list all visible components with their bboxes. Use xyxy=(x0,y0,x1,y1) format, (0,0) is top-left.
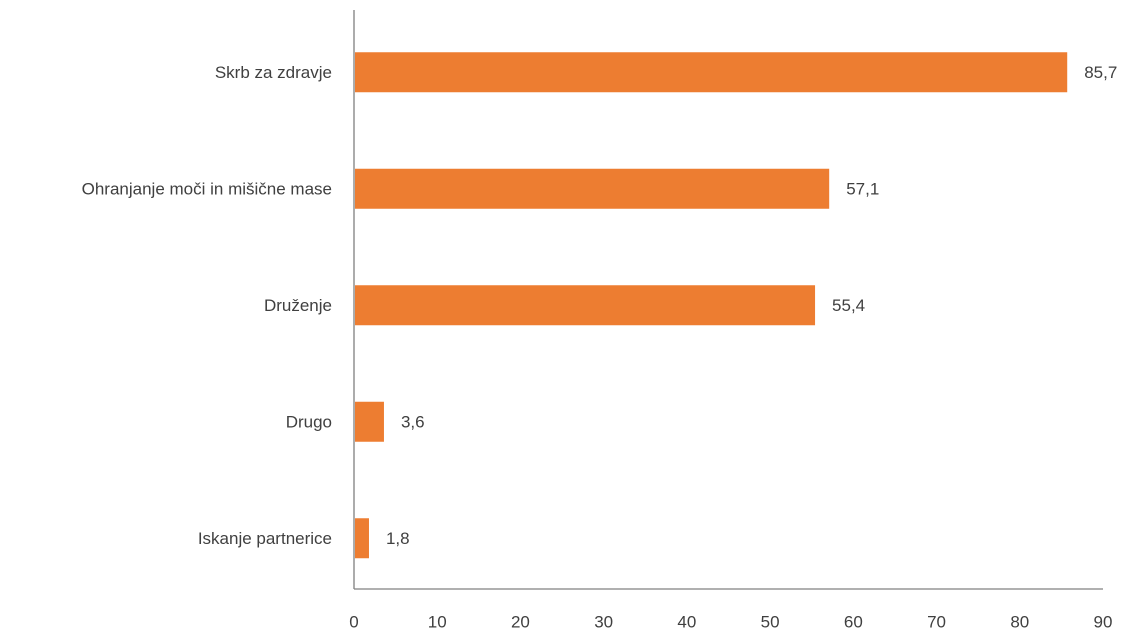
x-tick-label-4: 40 xyxy=(677,613,696,632)
value-label-3: 3,6 xyxy=(401,412,425,431)
bar-0 xyxy=(355,52,1068,93)
x-tick-label-2: 20 xyxy=(511,613,530,632)
category-label-4: Iskanje partnerice xyxy=(198,529,332,548)
value-labels-group: 85,7 57,1 55,4 3,6 1,8 xyxy=(386,63,1117,548)
x-tick-label-7: 70 xyxy=(927,613,946,632)
category-label-0: Skrb za zdravje xyxy=(215,63,332,82)
category-label-2: Druženje xyxy=(264,296,332,315)
x-tick-label-3: 30 xyxy=(594,613,613,632)
bars-group xyxy=(355,52,1068,559)
value-label-2: 55,4 xyxy=(832,296,865,315)
x-tick-label-1: 10 xyxy=(428,613,447,632)
value-label-4: 1,8 xyxy=(386,529,410,548)
bar-3 xyxy=(355,401,384,442)
x-tick-label-6: 60 xyxy=(844,613,863,632)
value-label-1: 57,1 xyxy=(846,179,879,198)
x-tick-label-0: 0 xyxy=(349,613,358,632)
x-tick-label-5: 50 xyxy=(761,613,780,632)
x-tick-label-8: 80 xyxy=(1010,613,1029,632)
category-labels-group: Skrb za zdravje Ohranjanje moči in mišičn… xyxy=(82,63,332,548)
category-label-3: Drugo xyxy=(286,412,332,431)
bar-1 xyxy=(355,168,830,209)
value-label-0: 85,7 xyxy=(1084,63,1117,82)
bar-2 xyxy=(355,285,816,326)
category-label-1: Ohranjanje moči in mišične mase xyxy=(82,179,332,198)
x-tick-labels-group: 0 10 20 30 40 50 60 70 80 90 xyxy=(349,613,1112,632)
x-tick-label-9: 90 xyxy=(1094,613,1113,632)
bar-4 xyxy=(355,518,369,559)
